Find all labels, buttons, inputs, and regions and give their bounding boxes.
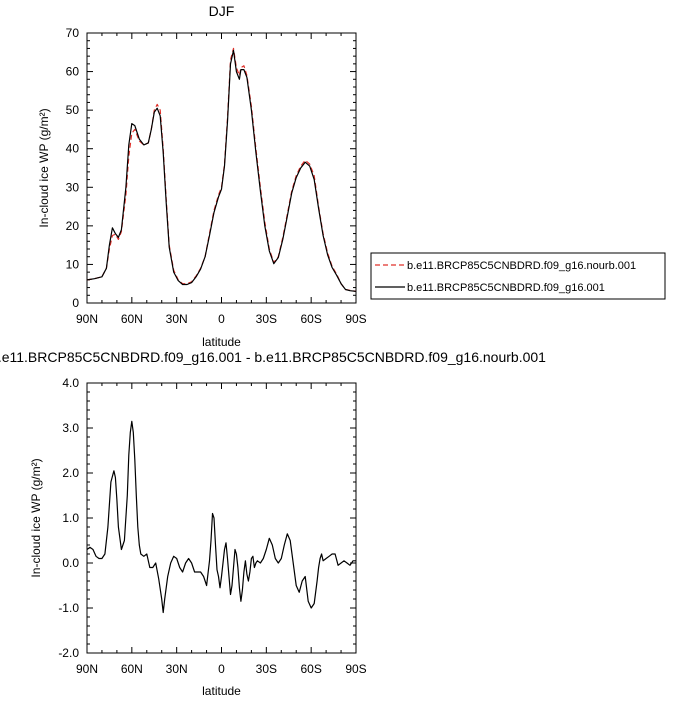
x-tick-label: 30S: [256, 662, 277, 676]
plot-frame: [86, 382, 357, 654]
legend: b.e11.BRCP85C5CNBDRD.f09_g16.nourb.001 b.…: [370, 252, 666, 300]
bottom-chart-title: b.e11.BRCP85C5CNBDRD.f09_g16.001 - b.e11…: [0, 349, 546, 365]
x-tick-label: 30N: [166, 662, 188, 676]
x-tick-label: 90N: [76, 312, 98, 326]
legend-label-2: b.e11.BRCP85C5CNBDRD.f09_g16.001: [407, 282, 605, 294]
x-tick-label: 60N: [121, 312, 143, 326]
legend-label-1: b.e11.BRCP85C5CNBDRD.f09_g16.nourb.001: [407, 260, 636, 272]
y-tick-label: 20: [66, 219, 80, 233]
series-line-1: [86, 420, 356, 614]
y-tick-label: 60: [66, 65, 80, 79]
x-tick-label: 90S: [345, 312, 366, 326]
y-tick-label: 50: [66, 103, 80, 117]
y-tick-label: 30: [66, 180, 80, 194]
y-tick-label: 4.0: [62, 376, 79, 390]
top-panel: DJF latitude In-cloud ice WP (g/m²) 0 10 2…: [37, 3, 367, 349]
series-line-1: [86, 47, 357, 292]
y-tick-label: 1.0: [62, 511, 79, 525]
x-tick-label: 90N: [76, 662, 98, 676]
y-tick-label: 40: [66, 142, 80, 156]
top-y-axis-label: In-cloud ice WP (g/m²): [37, 108, 51, 227]
series-line-2: [86, 49, 357, 292]
top-x-axis-label: latitude: [202, 335, 241, 349]
x-tick-label: 60N: [121, 662, 143, 676]
bottom-panel: b.e11.BRCP85C5CNBDRD.f09_g16.001 - b.e11…: [0, 349, 546, 698]
y-tick-label: 0.0: [62, 556, 79, 570]
y-tick-label: -1.0: [58, 601, 79, 615]
x-tick-label: 90S: [345, 662, 366, 676]
y-tick-label: 0: [72, 296, 79, 310]
legend-box: [370, 252, 666, 300]
x-tick-label: 30N: [166, 312, 188, 326]
y-tick-label: 10: [66, 257, 80, 271]
x-tick-label: 60S: [300, 662, 321, 676]
x-tick-label: 0: [218, 312, 225, 326]
x-tick-label: 60S: [300, 312, 321, 326]
y-tick-label: -2.0: [58, 646, 79, 660]
top-chart-title: DJF: [209, 3, 235, 19]
bottom-x-axis-label: latitude: [202, 684, 241, 698]
y-tick-label: 3.0: [62, 421, 79, 435]
x-tick-label: 0: [218, 662, 225, 676]
y-tick-label: 70: [66, 26, 80, 40]
bottom-y-axis-label: In-cloud ice WP (g/m²): [29, 458, 43, 577]
x-tick-label: 30S: [256, 312, 277, 326]
y-tick-label: 2.0: [62, 466, 79, 480]
